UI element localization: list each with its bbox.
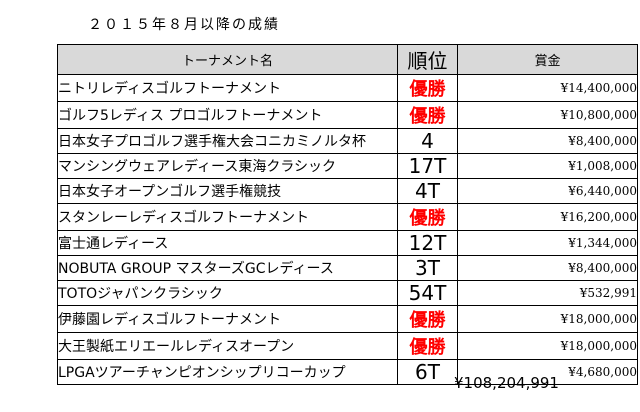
- tournament-name: ゴルフ5レディス プロゴルフトーナメント: [57, 101, 398, 129]
- prize-value: ¥16,200,000: [457, 203, 638, 231]
- rank-value: 12T: [397, 230, 458, 256]
- rank-value: 6T: [397, 359, 458, 385]
- rank-value: 優勝: [397, 332, 458, 360]
- prize-value: ¥532,991: [457, 280, 638, 306]
- rank-value: 優勝: [397, 203, 458, 231]
- tournament-name: TOTOジャパンクラシック: [57, 280, 398, 306]
- table-row: 伊藤園レディスゴルフトーナメント 優勝 ¥18,000,000: [57, 305, 638, 333]
- tournament-name: スタンレーレディスゴルフトーナメント: [57, 203, 398, 231]
- rank-value: 優勝: [397, 101, 458, 129]
- prize-value: ¥14,400,000: [457, 74, 638, 102]
- tournament-name: マンシングウェアレディース東海クラシック: [57, 153, 398, 179]
- tournament-name: 富士通レディース: [57, 230, 398, 256]
- header-prize: 賞金: [457, 44, 638, 75]
- tournament-name: 日本女子プロゴルフ選手権大会コニカミノルタ杯: [57, 128, 398, 154]
- header-rank: 順位: [397, 44, 458, 75]
- tournament-name: 大王製紙エリエールレディスオープン: [57, 332, 398, 360]
- table-row: 大王製紙エリエールレディスオープン 優勝 ¥18,000,000: [57, 332, 638, 360]
- table-header-row: トーナメント名 順位 賞金: [57, 44, 638, 75]
- total-prize: ¥108,204,991: [454, 374, 559, 392]
- rank-value: 4T: [397, 178, 458, 204]
- tournament-name: NOBUTA GROUP マスターズGCレディース: [57, 255, 398, 281]
- rank-value: 優勝: [397, 74, 458, 102]
- rank-value: 54T: [397, 280, 458, 306]
- table-row: LPGAツアーチャンピオンシップリコーカップ 6T ¥4,680,000: [57, 359, 638, 385]
- page-title: ２０１５年８月以降の成績: [88, 17, 280, 33]
- prize-value: ¥1,008,000: [457, 153, 638, 179]
- rank-value: 優勝: [397, 305, 458, 333]
- rank-value: 3T: [397, 255, 458, 281]
- prize-value: ¥8,400,000: [457, 255, 638, 281]
- table-row: 富士通レディース 12T ¥1,344,000: [57, 230, 638, 256]
- header-tournament-name: トーナメント名: [57, 44, 398, 75]
- prize-value: ¥4,680,000: [457, 359, 638, 385]
- table-row: 日本女子プロゴルフ選手権大会コニカミノルタ杯 4 ¥8,400,000: [57, 128, 638, 154]
- prize-value: ¥10,800,000: [457, 101, 638, 129]
- table-row: マンシングウェアレディース東海クラシック 17T ¥1,008,000: [57, 153, 638, 179]
- table-body: ニトリレディスゴルフトーナメント 優勝 ¥14,400,000 ゴルフ5レディス プロ…: [57, 74, 638, 385]
- tournament-name: LPGAツアーチャンピオンシップリコーカップ: [57, 359, 398, 385]
- table-row: TOTOジャパンクラシック 54T ¥532,991: [57, 280, 638, 306]
- results-table: トーナメント名 順位 賞金 ニトリレディスゴルフトーナメント 優勝 ¥14,400,…: [57, 44, 638, 385]
- tournament-name: ニトリレディスゴルフトーナメント: [57, 74, 398, 102]
- tournament-name: 伊藤園レディスゴルフトーナメント: [57, 305, 398, 333]
- tournament-name: 日本女子オープンゴルフ選手権競技: [57, 178, 398, 204]
- table-row: NOBUTA GROUP マスターズGCレディース 3T ¥8,400,000: [57, 255, 638, 281]
- prize-value: ¥8,400,000: [457, 128, 638, 154]
- rank-value: 17T: [397, 153, 458, 179]
- prize-value: ¥6,440,000: [457, 178, 638, 204]
- prize-value: ¥18,000,000: [457, 332, 638, 360]
- table-row: ゴルフ5レディス プロゴルフトーナメント 優勝 ¥10,800,000: [57, 101, 638, 129]
- table-row: スタンレーレディスゴルフトーナメント 優勝 ¥16,200,000: [57, 203, 638, 231]
- rank-value: 4: [397, 128, 458, 154]
- prize-value: ¥1,344,000: [457, 230, 638, 256]
- table-row: 日本女子オープンゴルフ選手権競技 4T ¥6,440,000: [57, 178, 638, 204]
- table-row: ニトリレディスゴルフトーナメント 優勝 ¥14,400,000: [57, 74, 638, 102]
- prize-value: ¥18,000,000: [457, 305, 638, 333]
